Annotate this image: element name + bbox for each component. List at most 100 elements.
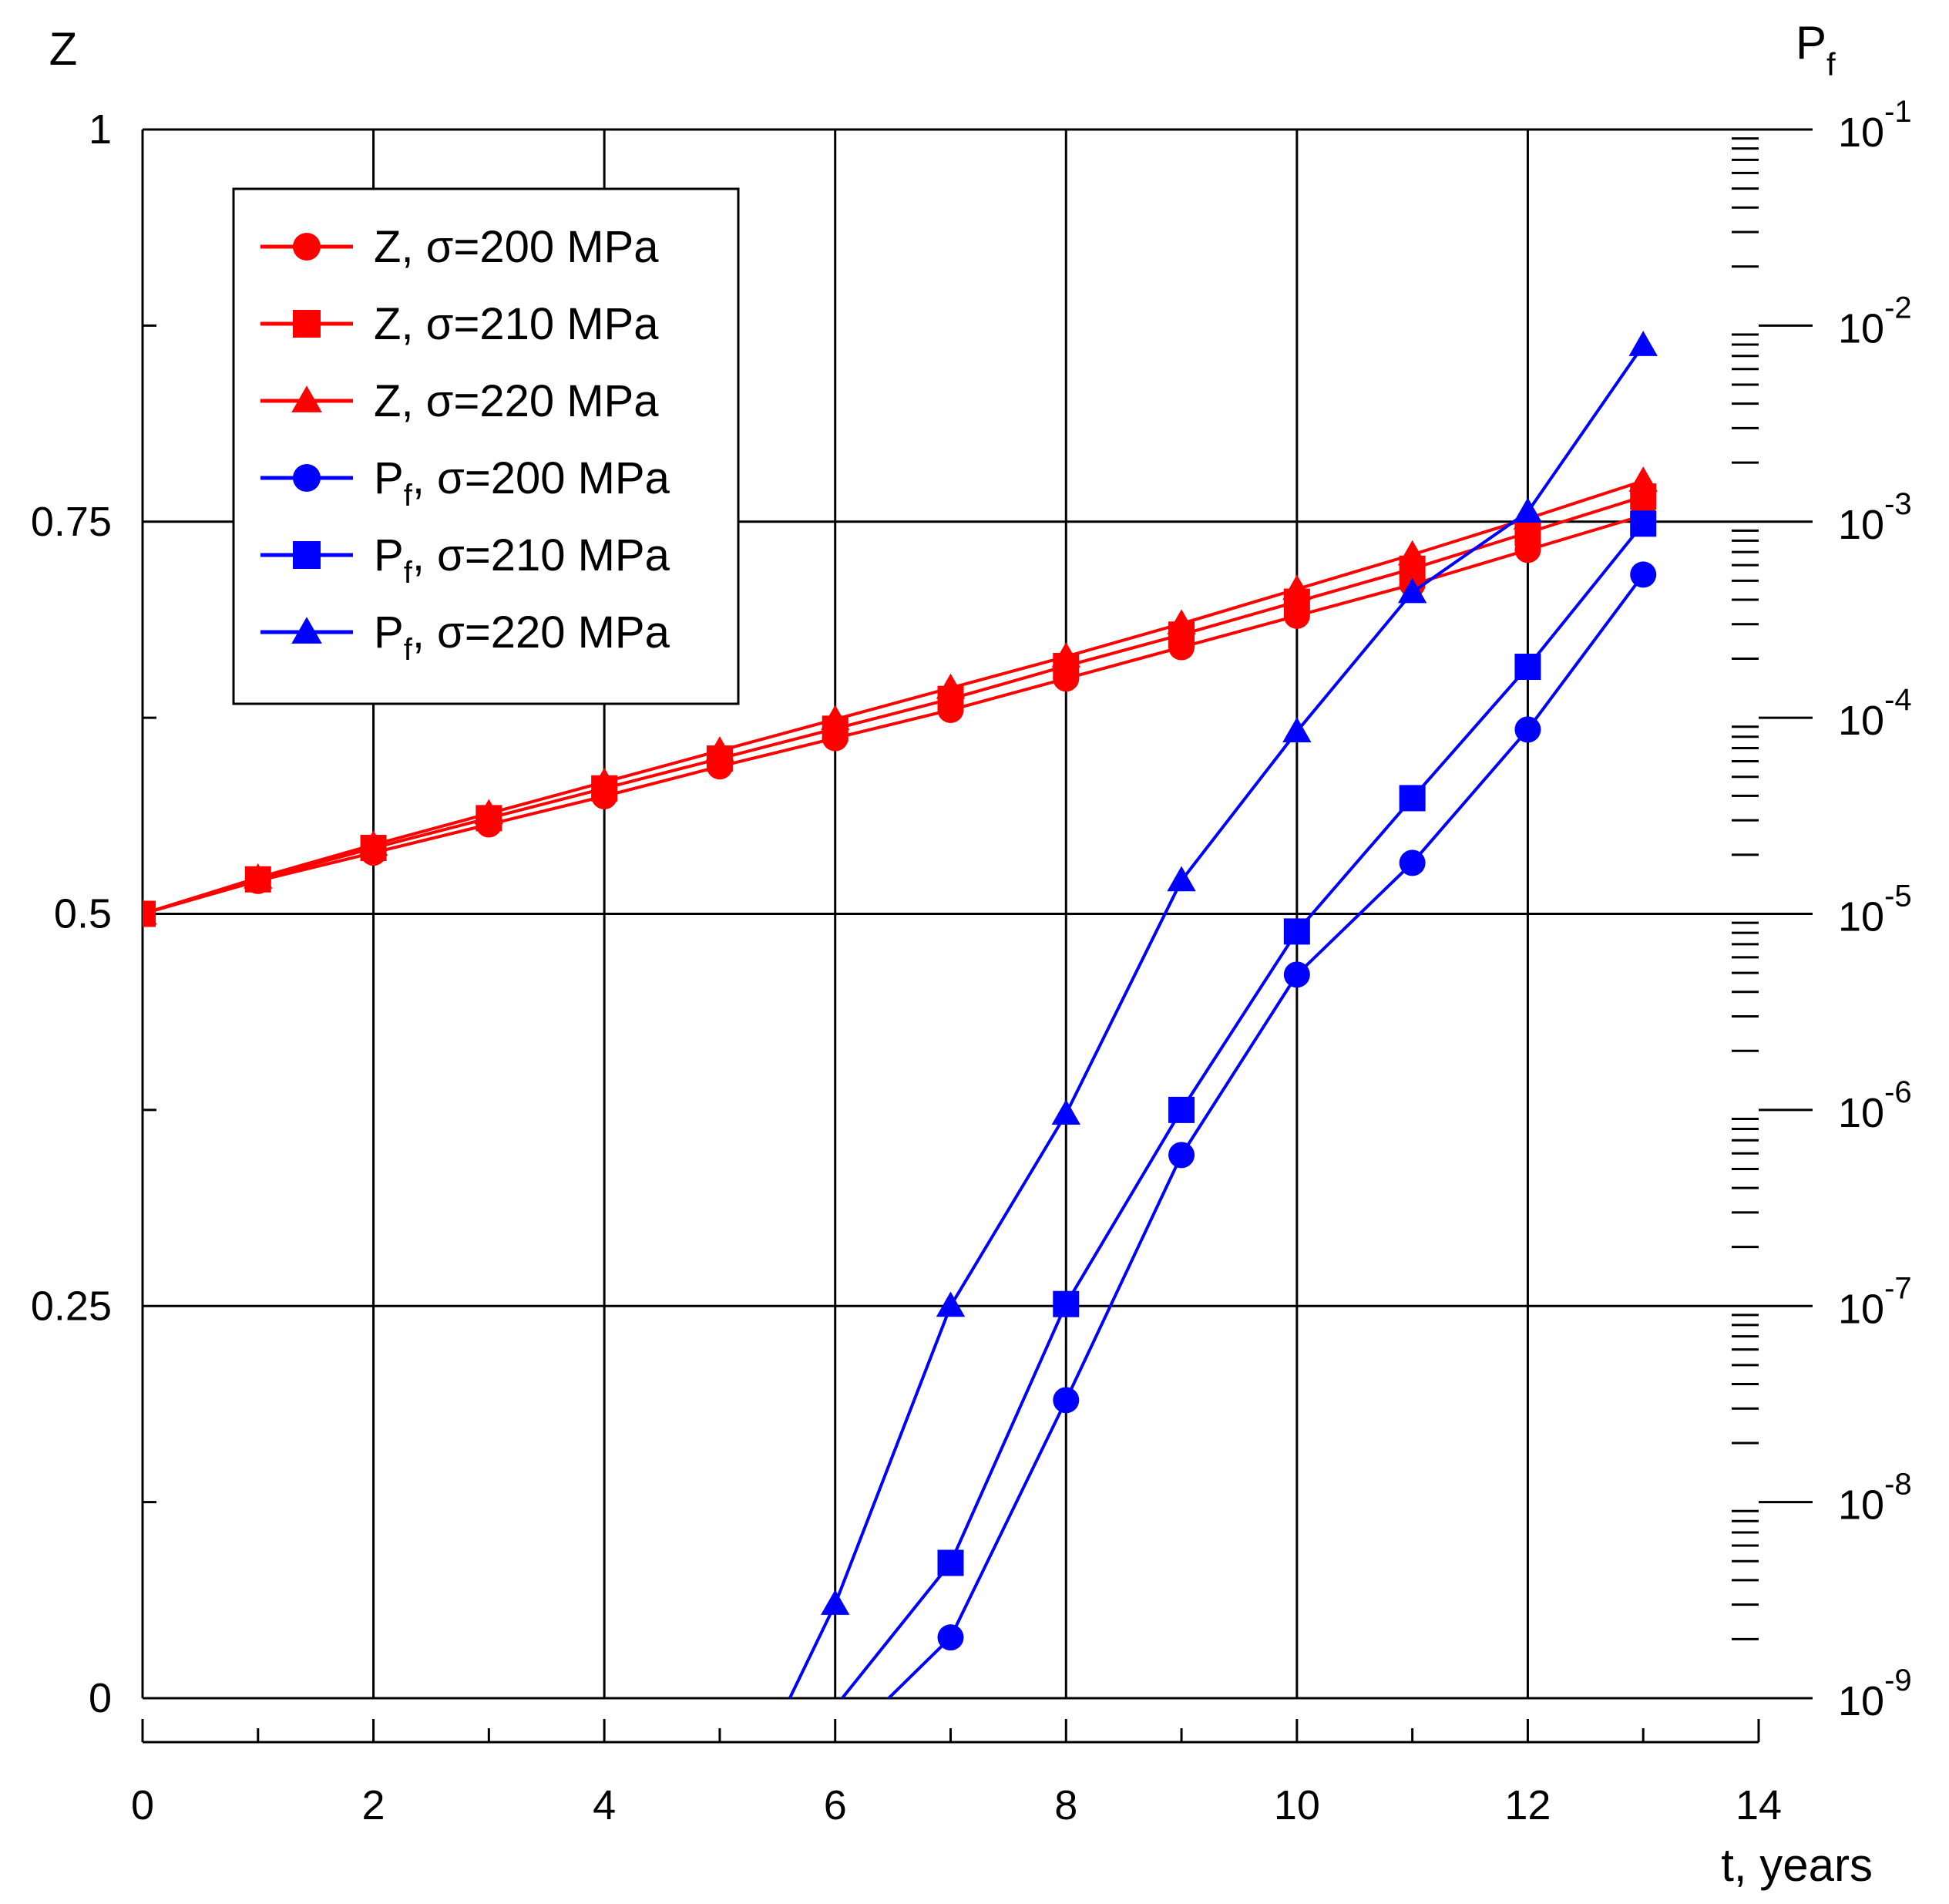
data-point: [1282, 717, 1312, 742]
legend-box: [232, 187, 740, 705]
data-point: [1399, 849, 1426, 876]
legend-label: Pf, σ=200 MPa: [374, 453, 670, 513]
data-point: [1630, 510, 1657, 537]
legend-label-suffix: , σ=220 MPa: [401, 376, 659, 426]
legend-label-prefix: Z: [374, 299, 401, 349]
y-tick-label: 0.25: [31, 1283, 112, 1329]
x-axis-title: t, years: [1721, 1839, 1873, 1891]
data-point: [1167, 866, 1196, 892]
series-z-triangle: [143, 466, 1658, 925]
data-point: [937, 1624, 964, 1651]
legend-label-suffix: , σ=200 MPa: [412, 453, 670, 503]
data-point: [1167, 609, 1196, 635]
legend-marker: [293, 233, 321, 261]
legend-marker: [293, 541, 321, 569]
data-point: [1051, 1099, 1080, 1125]
data-point: [1514, 653, 1541, 680]
data-point: [821, 1589, 850, 1615]
y2-tick-label: 10-2: [1838, 291, 1912, 352]
y2-axis-title-main: P: [1796, 17, 1826, 69]
y-tick-label: 0: [89, 1675, 112, 1721]
legend-marker: [291, 617, 322, 644]
y2-tick-exp: -3: [1884, 487, 1912, 521]
legend-label: Z, σ=210 MPa: [374, 299, 659, 349]
x-tick-label: 14: [1736, 1782, 1782, 1828]
y2-tick-exp: -2: [1884, 291, 1912, 325]
y2-tick-exp: -7: [1884, 1271, 1912, 1305]
legend-label-prefix: Z: [374, 376, 401, 426]
legend-label-sub: f: [404, 633, 413, 667]
y2-tick-label: 10-9: [1838, 1663, 1912, 1724]
data-point: [358, 830, 388, 856]
series-line: [886, 574, 1645, 1698]
data-point: [1283, 918, 1310, 945]
x-tick-label: 6: [824, 1782, 847, 1828]
legend-label-sub: f: [404, 479, 413, 513]
data-point: [244, 863, 273, 889]
series-line: [143, 513, 1644, 916]
series-pf-circle: [886, 561, 1657, 1698]
y2-tick-base: 10: [1838, 1482, 1884, 1529]
legend-label-suffix: , σ=200 MPa: [401, 222, 659, 272]
legend-label: Pf, σ=210 MPa: [374, 530, 670, 590]
y2-tick-label: 10-6: [1838, 1075, 1912, 1136]
legend-label-suffix: , σ=210 MPa: [412, 530, 670, 580]
data-point: [821, 705, 850, 731]
y2-tick-base: 10: [1838, 1090, 1884, 1136]
data-point: [474, 799, 504, 825]
series-pf-triangle: [788, 331, 1658, 1698]
series-line: [840, 523, 1645, 1698]
series-line: [143, 479, 1644, 916]
axes-layer: 0 2 4 6 8 10 12 14t, years00.250.50.751Z10-910-…: [31, 17, 1912, 1891]
x-tick-label: 2: [362, 1782, 385, 1828]
y-tick-label: 1: [89, 106, 112, 153]
legend-label: Pf, σ=220 MPa: [374, 607, 670, 667]
y2-tick-base: 10: [1838, 1286, 1884, 1332]
y2-tick-label: 10-8: [1838, 1468, 1912, 1529]
x-tick-label: 12: [1504, 1782, 1551, 1828]
data-point: [1397, 540, 1427, 566]
y-axis-title: Z: [49, 23, 78, 75]
legend-label-prefix: P: [374, 453, 404, 503]
x-tick-label: 8: [1054, 1782, 1077, 1828]
y2-tick-exp: -6: [1884, 1075, 1912, 1109]
data-point: [1397, 577, 1427, 604]
legend-label-sub: f: [404, 556, 413, 590]
data-point: [590, 767, 619, 793]
data-point: [705, 736, 734, 762]
y2-tick-exp: -9: [1884, 1663, 1912, 1697]
y2-tick-label: 10-4: [1838, 683, 1912, 744]
data-point: [1051, 642, 1080, 668]
series-layer: [143, 331, 1658, 1698]
y2-axis-title: Pf: [1796, 17, 1836, 82]
data-point: [1628, 331, 1658, 356]
series-pf-square: [840, 510, 1657, 1698]
series-line: [143, 495, 1644, 916]
y2-tick-label: 10-3: [1838, 487, 1912, 548]
data-point: [1053, 1387, 1080, 1414]
data-point: [1283, 961, 1310, 988]
y2-tick-label: 10-5: [1838, 880, 1912, 940]
y2-tick-base: 10: [1838, 1678, 1884, 1724]
y2-tick-label: 10-1: [1838, 95, 1912, 156]
data-point: [1514, 716, 1541, 743]
data-point: [1399, 785, 1426, 812]
y2-tick-base: 10: [1838, 109, 1884, 156]
legend-label-prefix: Z: [374, 222, 401, 272]
legend-label-suffix: , σ=210 MPa: [401, 299, 659, 349]
data-point: [937, 1549, 964, 1576]
legend-label-prefix: P: [374, 607, 404, 658]
y-tick-label: 0.5: [54, 891, 112, 937]
data-point: [1168, 1096, 1195, 1123]
legend-label-suffix: , σ=220 MPa: [412, 607, 670, 658]
y2-tick-label: 10-7: [1838, 1271, 1912, 1332]
data-point: [1628, 466, 1658, 492]
x-tick-label: 4: [593, 1782, 616, 1828]
data-point: [1168, 1142, 1195, 1169]
data-point: [1513, 497, 1543, 523]
data-point: [1630, 561, 1657, 588]
y2-tick-exp: -4: [1884, 683, 1912, 717]
legend-marker: [293, 310, 321, 338]
y-tick-label: 0.75: [31, 499, 112, 545]
